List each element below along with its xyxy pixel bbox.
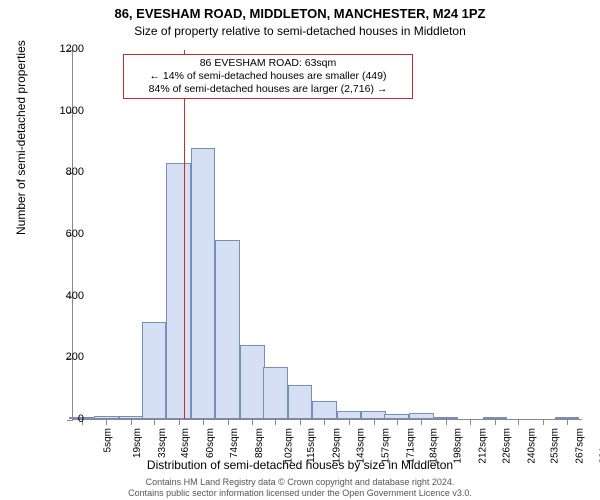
x-tick-label: 74sqm (229, 428, 240, 458)
y-tick-label: 400 (44, 290, 84, 302)
y-tick-label: 800 (44, 166, 84, 178)
chart-container: 86, EVESHAM ROAD, MIDDLETON, MANCHESTER,… (0, 0, 600, 500)
x-tick (374, 419, 375, 425)
x-tick-label: 198sqm (453, 428, 464, 464)
histogram-bar (409, 413, 434, 419)
x-tick (131, 419, 132, 425)
histogram-bar (483, 417, 508, 419)
histogram-bar (142, 322, 167, 419)
info-line-larger: 84% of semi-detached houses are larger (… (130, 83, 406, 96)
footer-line-2: Contains public sector information licen… (0, 488, 600, 498)
histogram-bar (288, 385, 313, 419)
histogram-bar (384, 414, 409, 419)
x-tick (349, 419, 350, 425)
x-tick-label: 184sqm (428, 428, 439, 464)
x-tick (300, 419, 301, 425)
x-tick-label: 171sqm (405, 428, 416, 464)
property-marker-line (184, 50, 186, 419)
histogram-bar (263, 367, 288, 419)
x-tick (518, 419, 519, 425)
info-line-property: 86 EVESHAM ROAD: 63sqm (130, 57, 406, 70)
histogram-bar (191, 148, 216, 419)
x-tick (421, 419, 422, 425)
x-tick (228, 419, 229, 425)
histogram-bar (166, 163, 191, 419)
x-tick (446, 419, 447, 425)
y-tick-label: 200 (44, 351, 84, 363)
y-tick-label: 600 (44, 228, 84, 240)
histogram-bar (119, 416, 144, 419)
y-axis-label: Number of semi-detached properties (14, 40, 28, 235)
x-tick-label: 253sqm (550, 428, 561, 464)
histogram-bar (337, 411, 362, 419)
x-tick (543, 419, 544, 425)
histogram-bar (555, 417, 580, 419)
x-tick-label: 33sqm (157, 428, 168, 458)
histogram-bar (240, 345, 265, 419)
x-tick (252, 419, 253, 425)
histogram-bar (215, 240, 240, 419)
y-tick-label: 1000 (44, 105, 84, 117)
attribution-footer: Contains HM Land Registry data © Crown c… (0, 477, 600, 498)
x-tick (470, 419, 471, 425)
marker-info-box: 86 EVESHAM ROAD: 63sqm ← 14% of semi-det… (123, 54, 413, 99)
x-tick-label: 129sqm (331, 428, 342, 464)
x-tick-label: 212sqm (477, 428, 488, 464)
histogram-bar (361, 411, 386, 419)
x-tick (179, 419, 180, 425)
x-tick-label: 115sqm (306, 428, 317, 463)
x-tick (154, 419, 155, 425)
histogram-bar (312, 401, 337, 420)
x-tick-label: 88sqm (254, 428, 265, 458)
info-line-smaller: ← 14% of semi-detached houses are smalle… (130, 70, 406, 83)
x-tick-label: 143sqm (356, 428, 367, 464)
x-tick-label: 240sqm (527, 428, 538, 464)
x-tick-label: 267sqm (574, 428, 585, 464)
chart-title-address: 86, EVESHAM ROAD, MIDDLETON, MANCHESTER,… (0, 6, 600, 21)
x-tick (106, 419, 107, 425)
x-tick (275, 419, 276, 425)
x-tick (397, 419, 398, 425)
x-tick-label: 46sqm (180, 428, 191, 458)
x-tick-label: 226sqm (502, 428, 513, 464)
x-tick-label: 5sqm (102, 428, 113, 452)
x-tick-label: 157sqm (381, 428, 392, 464)
histogram-bar (434, 417, 459, 419)
footer-line-1: Contains HM Land Registry data © Crown c… (0, 477, 600, 487)
x-tick (567, 419, 568, 425)
x-tick-label: 19sqm (132, 428, 143, 458)
x-tick (324, 419, 325, 425)
chart-subtitle: Size of property relative to semi-detach… (0, 24, 600, 38)
x-tick (203, 419, 204, 425)
x-tick-label: 102sqm (284, 428, 295, 464)
x-tick-label: 60sqm (205, 428, 216, 458)
plot-area: 86 EVESHAM ROAD: 63sqm ← 14% of semi-det… (72, 50, 582, 420)
x-tick (495, 419, 496, 425)
y-tick-label: 0 (44, 413, 84, 425)
histogram-bar (94, 416, 119, 419)
y-tick-label: 1200 (44, 43, 84, 55)
